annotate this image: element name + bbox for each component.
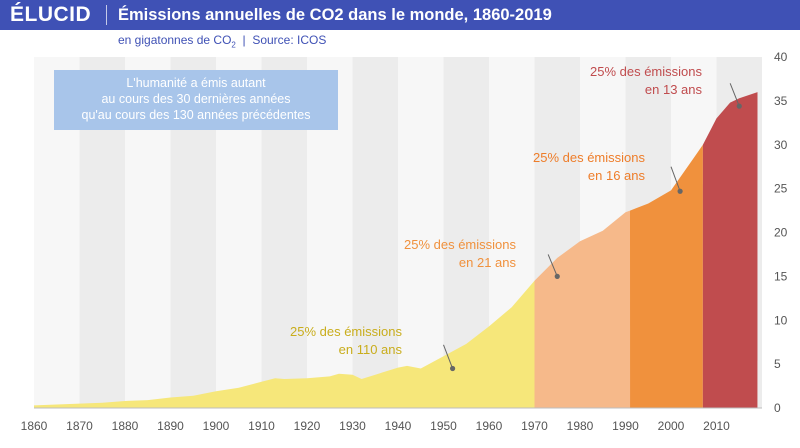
x-tick-label: 1910 <box>248 419 275 433</box>
x-tick-label: 1930 <box>339 419 366 433</box>
annotation-line-3: qu'au cours des 130 années précédentes <box>81 108 311 122</box>
segment-label-1-line-2: en 110 ans <box>338 342 402 357</box>
subtitle-unit: en gigatonnes de CO <box>118 33 232 47</box>
decade-band <box>352 57 398 408</box>
x-tick-label: 2000 <box>658 419 685 433</box>
decade-band <box>398 57 444 408</box>
x-tick-label: 1950 <box>430 419 457 433</box>
annotation-box: L'humanité a émis autant au cours des 30… <box>54 70 338 130</box>
annotation-line-1: L'humanité a émis autant <box>126 76 266 90</box>
segment-label-3: 25% des émissions en 16 ans <box>533 149 645 185</box>
leader-dot-2 <box>554 273 560 279</box>
y-tick-label: 0 <box>774 401 781 415</box>
segment-label-1: 25% des émissions en 110 ans <box>290 323 402 359</box>
leader-dot-1 <box>450 365 456 372</box>
header-divider <box>106 5 107 25</box>
x-tick-label: 1940 <box>385 419 412 433</box>
segment-label-2-line-1: 25% des émissions <box>404 237 516 252</box>
x-tick-label: 1890 <box>157 419 184 433</box>
area-segment-4 <box>702 92 758 408</box>
subtitle-source: | Source: ICOS <box>235 33 327 47</box>
x-tick-label: 2010 <box>703 419 730 433</box>
x-tick-label: 1970 <box>521 419 548 433</box>
y-tick-label: 40 <box>774 50 788 64</box>
x-tick-label: 1900 <box>203 419 230 433</box>
subtitle-unit-subscript: 2 <box>231 40 236 50</box>
leader-dot-4 <box>736 103 742 109</box>
leader-dot-3 <box>677 188 683 194</box>
segment-label-4-line-1: 25% des émissions <box>590 64 702 79</box>
x-tick-label: 1990 <box>612 419 639 433</box>
y-tick-label: 30 <box>774 138 788 152</box>
leader-line-3 <box>670 166 681 192</box>
segment-label-3-line-2: en 16 ans <box>587 168 645 183</box>
annotation-line-2: au cours des 30 dernières années <box>101 92 291 106</box>
leader-line-1 <box>443 344 454 369</box>
leader-line-4 <box>729 83 740 107</box>
area-segment-1 <box>34 280 535 408</box>
segment-label-2: 25% des émissions en 21 ans <box>404 236 516 272</box>
x-tick-label: 1880 <box>112 419 139 433</box>
segment-label-3-line-1: 25% des émissions <box>533 150 645 165</box>
segment-label-4: 25% des émissions en 13 ans <box>590 63 702 99</box>
brand-logo[interactable]: ÉLUCID <box>10 3 92 26</box>
y-tick-label: 5 <box>774 357 781 371</box>
segment-label-4-line-2: en 13 ans <box>644 82 702 97</box>
x-tick-label: 1920 <box>294 419 321 433</box>
leader-line-2 <box>547 254 558 277</box>
x-tick-label: 1960 <box>476 419 503 433</box>
segment-label-1-line-1: 25% des émissions <box>290 324 402 339</box>
footer-url[interactable]: www.elucid.media <box>697 437 762 446</box>
y-tick-label: 15 <box>774 269 788 283</box>
x-tick-label: 1870 <box>66 419 93 433</box>
header-bar: ÉLUCID Émissions annuelles de CO2 dans l… <box>0 0 800 30</box>
x-tick-label: 1860 <box>21 419 48 433</box>
y-tick-label: 35 <box>774 94 788 108</box>
y-tick-label: 20 <box>774 226 788 240</box>
segment-label-2-line-2: en 21 ans <box>458 255 516 270</box>
chart-title: Émissions annuelles de CO2 dans le monde… <box>118 6 552 24</box>
y-tick-label: 10 <box>774 313 788 327</box>
x-tick-label: 1980 <box>567 419 594 433</box>
area-segment-3 <box>630 144 703 409</box>
y-tick-label: 25 <box>774 182 788 196</box>
area-segment-2 <box>534 210 631 408</box>
chart-subtitle: en gigatonnes de CO2 | Source: ICOS <box>118 33 326 49</box>
